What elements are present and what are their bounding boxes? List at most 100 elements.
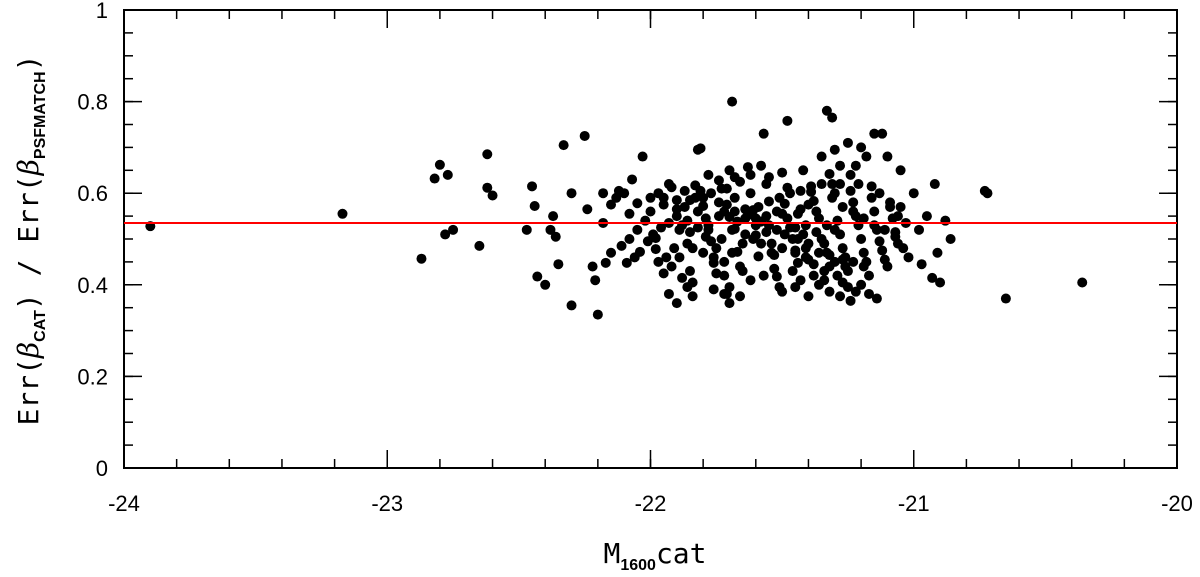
data-point — [869, 220, 880, 231]
data-point — [835, 291, 846, 302]
data-point — [771, 206, 782, 217]
data-point — [745, 169, 756, 180]
data-point — [895, 165, 906, 176]
data-point — [482, 182, 493, 193]
x-axis-title-suffix: cat — [656, 537, 707, 570]
data-point — [861, 151, 872, 162]
data-point — [600, 257, 611, 268]
data-point — [663, 288, 674, 299]
data-point — [671, 195, 682, 206]
data-point — [816, 151, 827, 162]
data-point — [895, 201, 906, 212]
data-point — [800, 252, 811, 263]
data-point — [487, 190, 498, 201]
data-point — [898, 243, 909, 254]
x-tick-label: -21 — [898, 491, 930, 516]
data-point — [716, 234, 727, 244]
x-tick-labels: -24 -23 -22 -21 -20 — [108, 491, 1193, 516]
data-point — [903, 252, 914, 263]
data-point — [785, 188, 796, 199]
data-point — [684, 266, 695, 277]
data-point — [940, 215, 951, 226]
data-point — [827, 112, 838, 123]
data-point — [792, 234, 803, 244]
data-point — [874, 188, 885, 199]
data-point — [777, 167, 788, 178]
data-point — [916, 259, 927, 270]
data-point — [824, 250, 835, 261]
data-point — [632, 224, 643, 235]
data-point — [640, 215, 651, 226]
data-point — [677, 272, 688, 283]
data-point — [669, 243, 680, 254]
x-axis-title: M1600cat — [603, 537, 706, 574]
data-point — [648, 229, 659, 240]
y-axis-title: Err(βCAT) / Err(βPSFMATCH) — [12, 55, 49, 426]
data-point — [721, 199, 732, 210]
data-point — [721, 183, 732, 194]
data-point — [698, 247, 709, 258]
data-point — [842, 137, 853, 148]
data-point — [848, 197, 859, 208]
data-point — [656, 222, 667, 233]
data-point — [735, 176, 746, 187]
data-point — [724, 165, 735, 176]
data-point — [832, 215, 843, 226]
data-point — [658, 268, 669, 279]
data-point — [684, 227, 695, 238]
data-point — [829, 256, 840, 267]
data-point — [658, 199, 669, 210]
data-point — [792, 257, 803, 268]
beta-symbol-2: β — [12, 159, 45, 176]
data-point — [713, 197, 724, 208]
data-point — [827, 192, 838, 203]
data-point — [674, 224, 685, 235]
data-point — [782, 213, 793, 224]
data-point — [566, 188, 577, 199]
data-point — [845, 185, 856, 196]
data-point — [711, 243, 722, 254]
data-point — [692, 222, 703, 233]
data-point — [769, 263, 780, 274]
data-point — [740, 229, 751, 240]
data-point — [616, 240, 627, 251]
data-point — [771, 224, 782, 235]
data-point — [758, 128, 769, 139]
data-point — [779, 229, 790, 240]
data-point — [621, 257, 632, 268]
y-tick-label: 1 — [96, 0, 108, 23]
data-point — [592, 309, 603, 320]
data-point — [821, 105, 832, 116]
data-point — [871, 293, 882, 304]
data-point — [803, 238, 814, 249]
y-tick-label: 0.4 — [77, 273, 108, 298]
data-point — [745, 188, 756, 199]
data-point — [835, 179, 846, 190]
data-point — [692, 206, 703, 217]
data-point — [837, 201, 848, 212]
data-point — [753, 251, 764, 262]
data-point — [819, 238, 830, 249]
data-point — [550, 231, 561, 242]
data-point — [724, 282, 735, 293]
data-point — [737, 238, 748, 249]
data-point — [816, 179, 827, 190]
data-point — [582, 204, 593, 215]
data-point — [800, 220, 811, 231]
data-point — [448, 224, 459, 235]
data-point — [877, 128, 888, 139]
data-point — [813, 247, 824, 258]
data-point — [890, 231, 901, 242]
data-point — [527, 181, 538, 192]
data-point — [879, 224, 890, 235]
x-tick-label: -24 — [108, 491, 140, 516]
data-point — [682, 282, 693, 293]
data-point — [735, 261, 746, 272]
data-point — [703, 169, 714, 180]
data-point — [790, 282, 801, 293]
y-tick-label: 0.6 — [77, 181, 108, 206]
data-point — [566, 300, 577, 311]
data-point — [606, 199, 617, 210]
data-point — [474, 240, 485, 251]
major-ticks — [123, 9, 1178, 469]
